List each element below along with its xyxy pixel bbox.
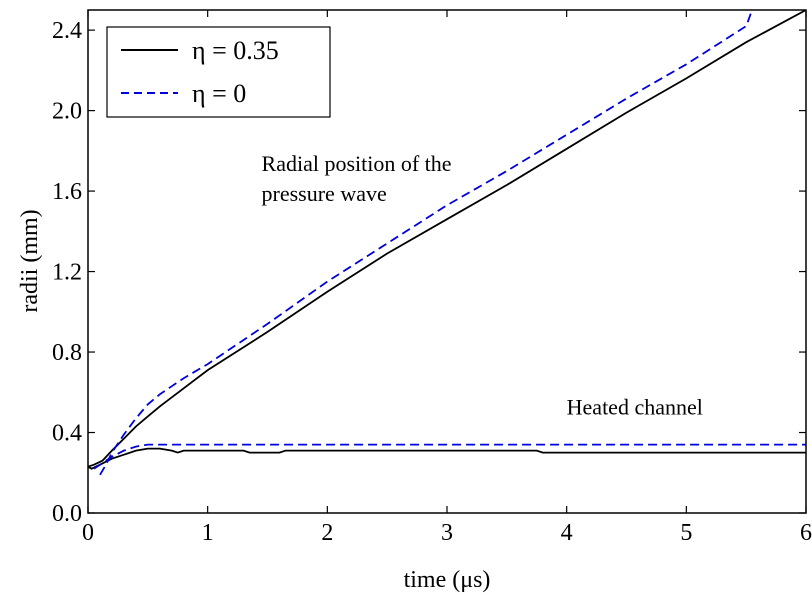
x-tick-label: 3 bbox=[441, 520, 453, 546]
x-tick-label: 0 bbox=[82, 520, 94, 546]
y-tick-label: 0.8 bbox=[52, 340, 82, 366]
x-axis-label: time (μs) bbox=[404, 567, 491, 593]
y-tick-label: 1.2 bbox=[52, 260, 82, 286]
y-axis-label: radii (mm) bbox=[17, 209, 43, 312]
legend-label-eta-0.35: η = 0.35 bbox=[192, 36, 279, 65]
annotation-0-line-0: Radial position of the bbox=[262, 151, 452, 176]
legend-box bbox=[106, 26, 331, 118]
y-tick-label: 1.6 bbox=[52, 179, 82, 205]
series-1-line-1 bbox=[93, 443, 806, 470]
y-tick-label: 2.4 bbox=[52, 18, 82, 44]
annotations: Radial position of the pressure wave Heate… bbox=[262, 151, 703, 419]
ticks-layer: 0 1 2 3 4 5 6 0.0 0.4 0.8 1.2 1.6 2.0 2.4 bbox=[52, 10, 812, 546]
series-0-line-1 bbox=[88, 447, 806, 470]
y-tick-label: 0.0 bbox=[52, 501, 82, 527]
y-tick-label: 2.0 bbox=[52, 99, 82, 125]
x-tick-label: 6 bbox=[800, 520, 812, 546]
x-tick-label: 2 bbox=[321, 520, 333, 546]
series-layer bbox=[88, 10, 806, 476]
series-1-line-0 bbox=[99, 10, 753, 476]
x-tick-label: 4 bbox=[561, 520, 573, 546]
x-tick-label: 1 bbox=[202, 520, 214, 546]
annotation-0-line-1: pressure wave bbox=[262, 181, 387, 206]
legend: η = 0.35 η = 0 bbox=[106, 26, 331, 118]
legend-label-eta-0: η = 0 bbox=[192, 79, 246, 108]
y-tick-label: 0.4 bbox=[52, 421, 82, 447]
annotation-1-line-0: Heated channel bbox=[567, 394, 703, 419]
x-tick-label: 5 bbox=[680, 520, 692, 546]
